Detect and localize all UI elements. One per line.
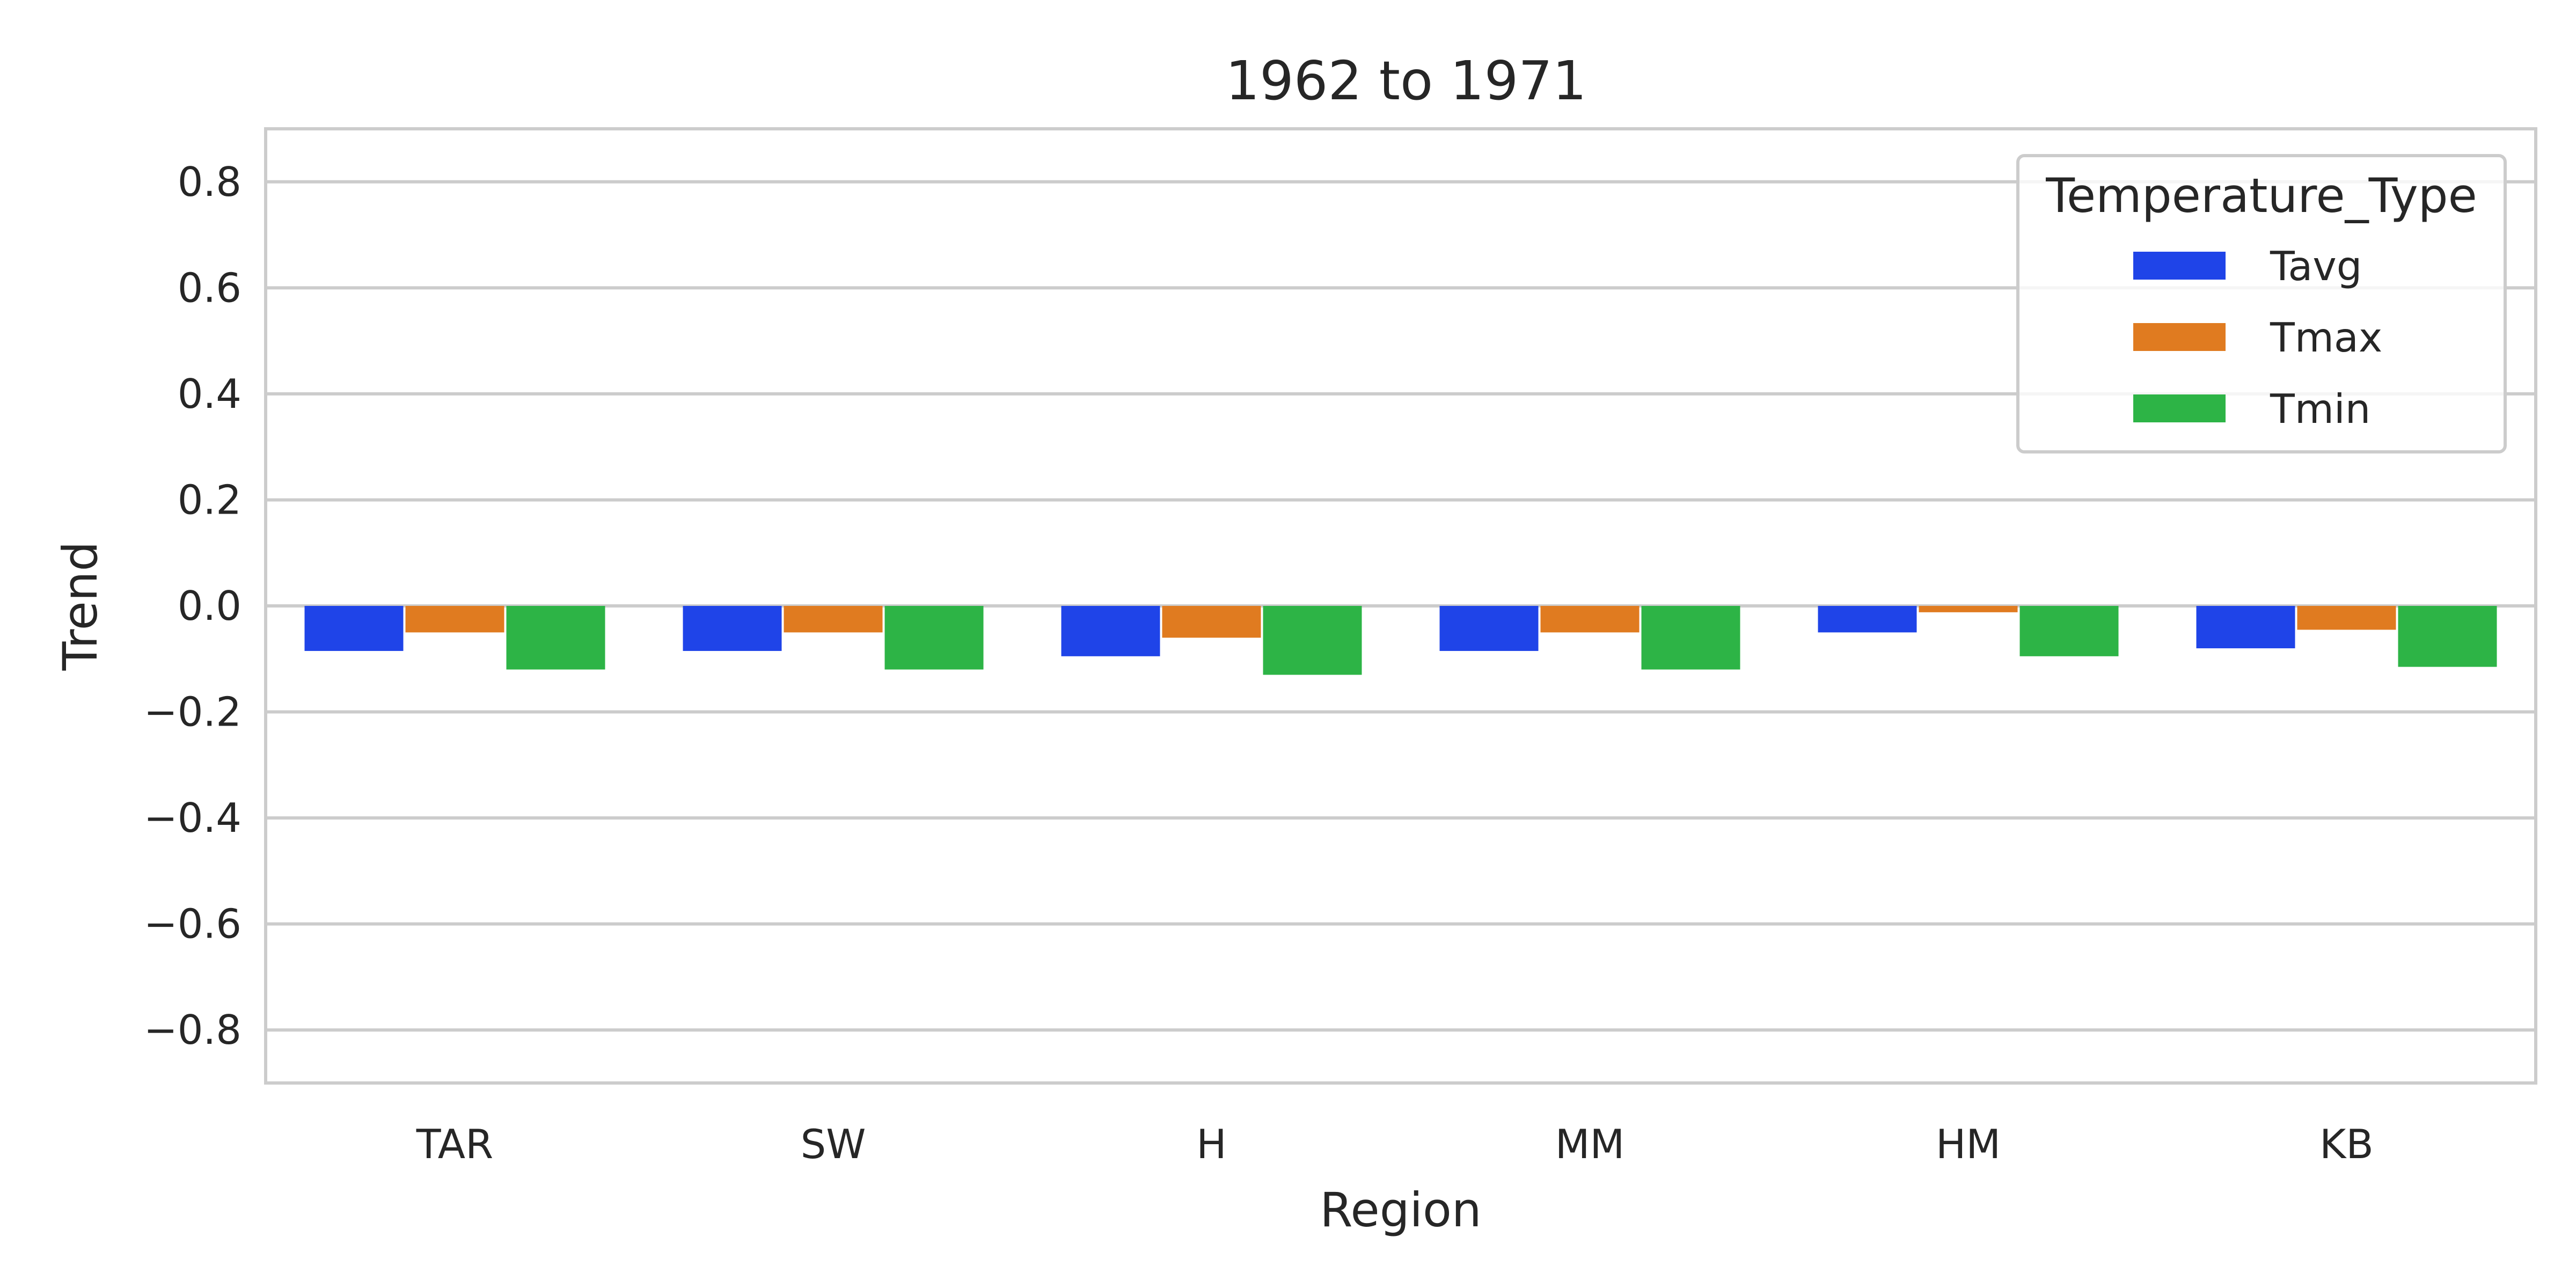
bar-tmin-sw — [884, 606, 984, 670]
legend-title: Temperature_Type — [2045, 168, 2477, 223]
y-tick-label: 0.8 — [178, 158, 241, 206]
bar-tmax-kb — [2297, 606, 2396, 630]
bar-tmin-hm — [2019, 606, 2119, 656]
bar-tavg-kb — [2196, 606, 2295, 649]
bar-tmin-mm — [1641, 606, 1740, 670]
bar-tmax-sw — [784, 606, 883, 633]
y-tick-labels: 0.8 0.6 0.4 0.2 0.0 −0.2 −0.4 −0.6 −0.8 — [144, 158, 241, 1053]
y-tick-label: −0.2 — [144, 689, 241, 736]
y-tick-label: 0.0 — [178, 582, 241, 630]
bar-tavg-h — [1061, 606, 1160, 656]
gridlines — [266, 180, 2536, 1032]
x-tick-label: KB — [2319, 1121, 2374, 1168]
plot-frame — [264, 127, 2537, 1085]
y-tick-label: −0.8 — [144, 1006, 241, 1053]
x-axis-label: Region — [1320, 1182, 1481, 1238]
x-tick-label: SW — [801, 1121, 866, 1168]
bar-tmax-hm — [1919, 606, 2018, 612]
legend-swatch-tmax — [2133, 323, 2226, 351]
y-tick-label: 0.6 — [178, 264, 241, 311]
x-tick-label: HM — [1936, 1121, 2001, 1168]
legend: Temperature_Type Tavg Tmax Tmin — [2016, 154, 2507, 453]
y-tick-label: 0.4 — [178, 370, 241, 418]
legend-label-tmax: Tmax — [2270, 314, 2382, 361]
chart-title: 1962 to 1971 — [1226, 49, 1587, 112]
bar-tmin-h — [1263, 606, 1362, 675]
legend-swatch-tavg — [2133, 252, 2226, 280]
bar-tmin-tar — [506, 606, 605, 670]
bar-tmax-tar — [405, 606, 504, 633]
bar-tavg-tar — [304, 606, 404, 651]
bar-tavg-hm — [1818, 606, 1917, 633]
bar-tmax-mm — [1540, 606, 1640, 633]
x-tick-labels: TAR SW H MM HM KB — [416, 1121, 2374, 1168]
y-tick-label: −0.4 — [144, 794, 241, 841]
legend-label-tavg: Tavg — [2270, 243, 2362, 290]
bar-tavg-mm — [1439, 606, 1539, 651]
legend-box — [2016, 154, 2507, 453]
y-axis-label: Trend — [53, 541, 108, 671]
bars — [304, 606, 2497, 675]
legend-swatch-tmin — [2133, 394, 2226, 422]
legend-label-tmin: Tmin — [2270, 385, 2370, 433]
y-tick-label: 0.2 — [178, 476, 241, 523]
y-tick-label: −0.6 — [144, 901, 241, 948]
x-tick-label: MM — [1555, 1121, 1624, 1168]
x-tick-label: TAR — [416, 1121, 493, 1168]
bar-tmax-h — [1162, 606, 1261, 638]
bar-tmin-kb — [2398, 606, 2497, 667]
bar-tavg-sw — [683, 606, 782, 651]
x-tick-label: H — [1196, 1121, 1226, 1168]
